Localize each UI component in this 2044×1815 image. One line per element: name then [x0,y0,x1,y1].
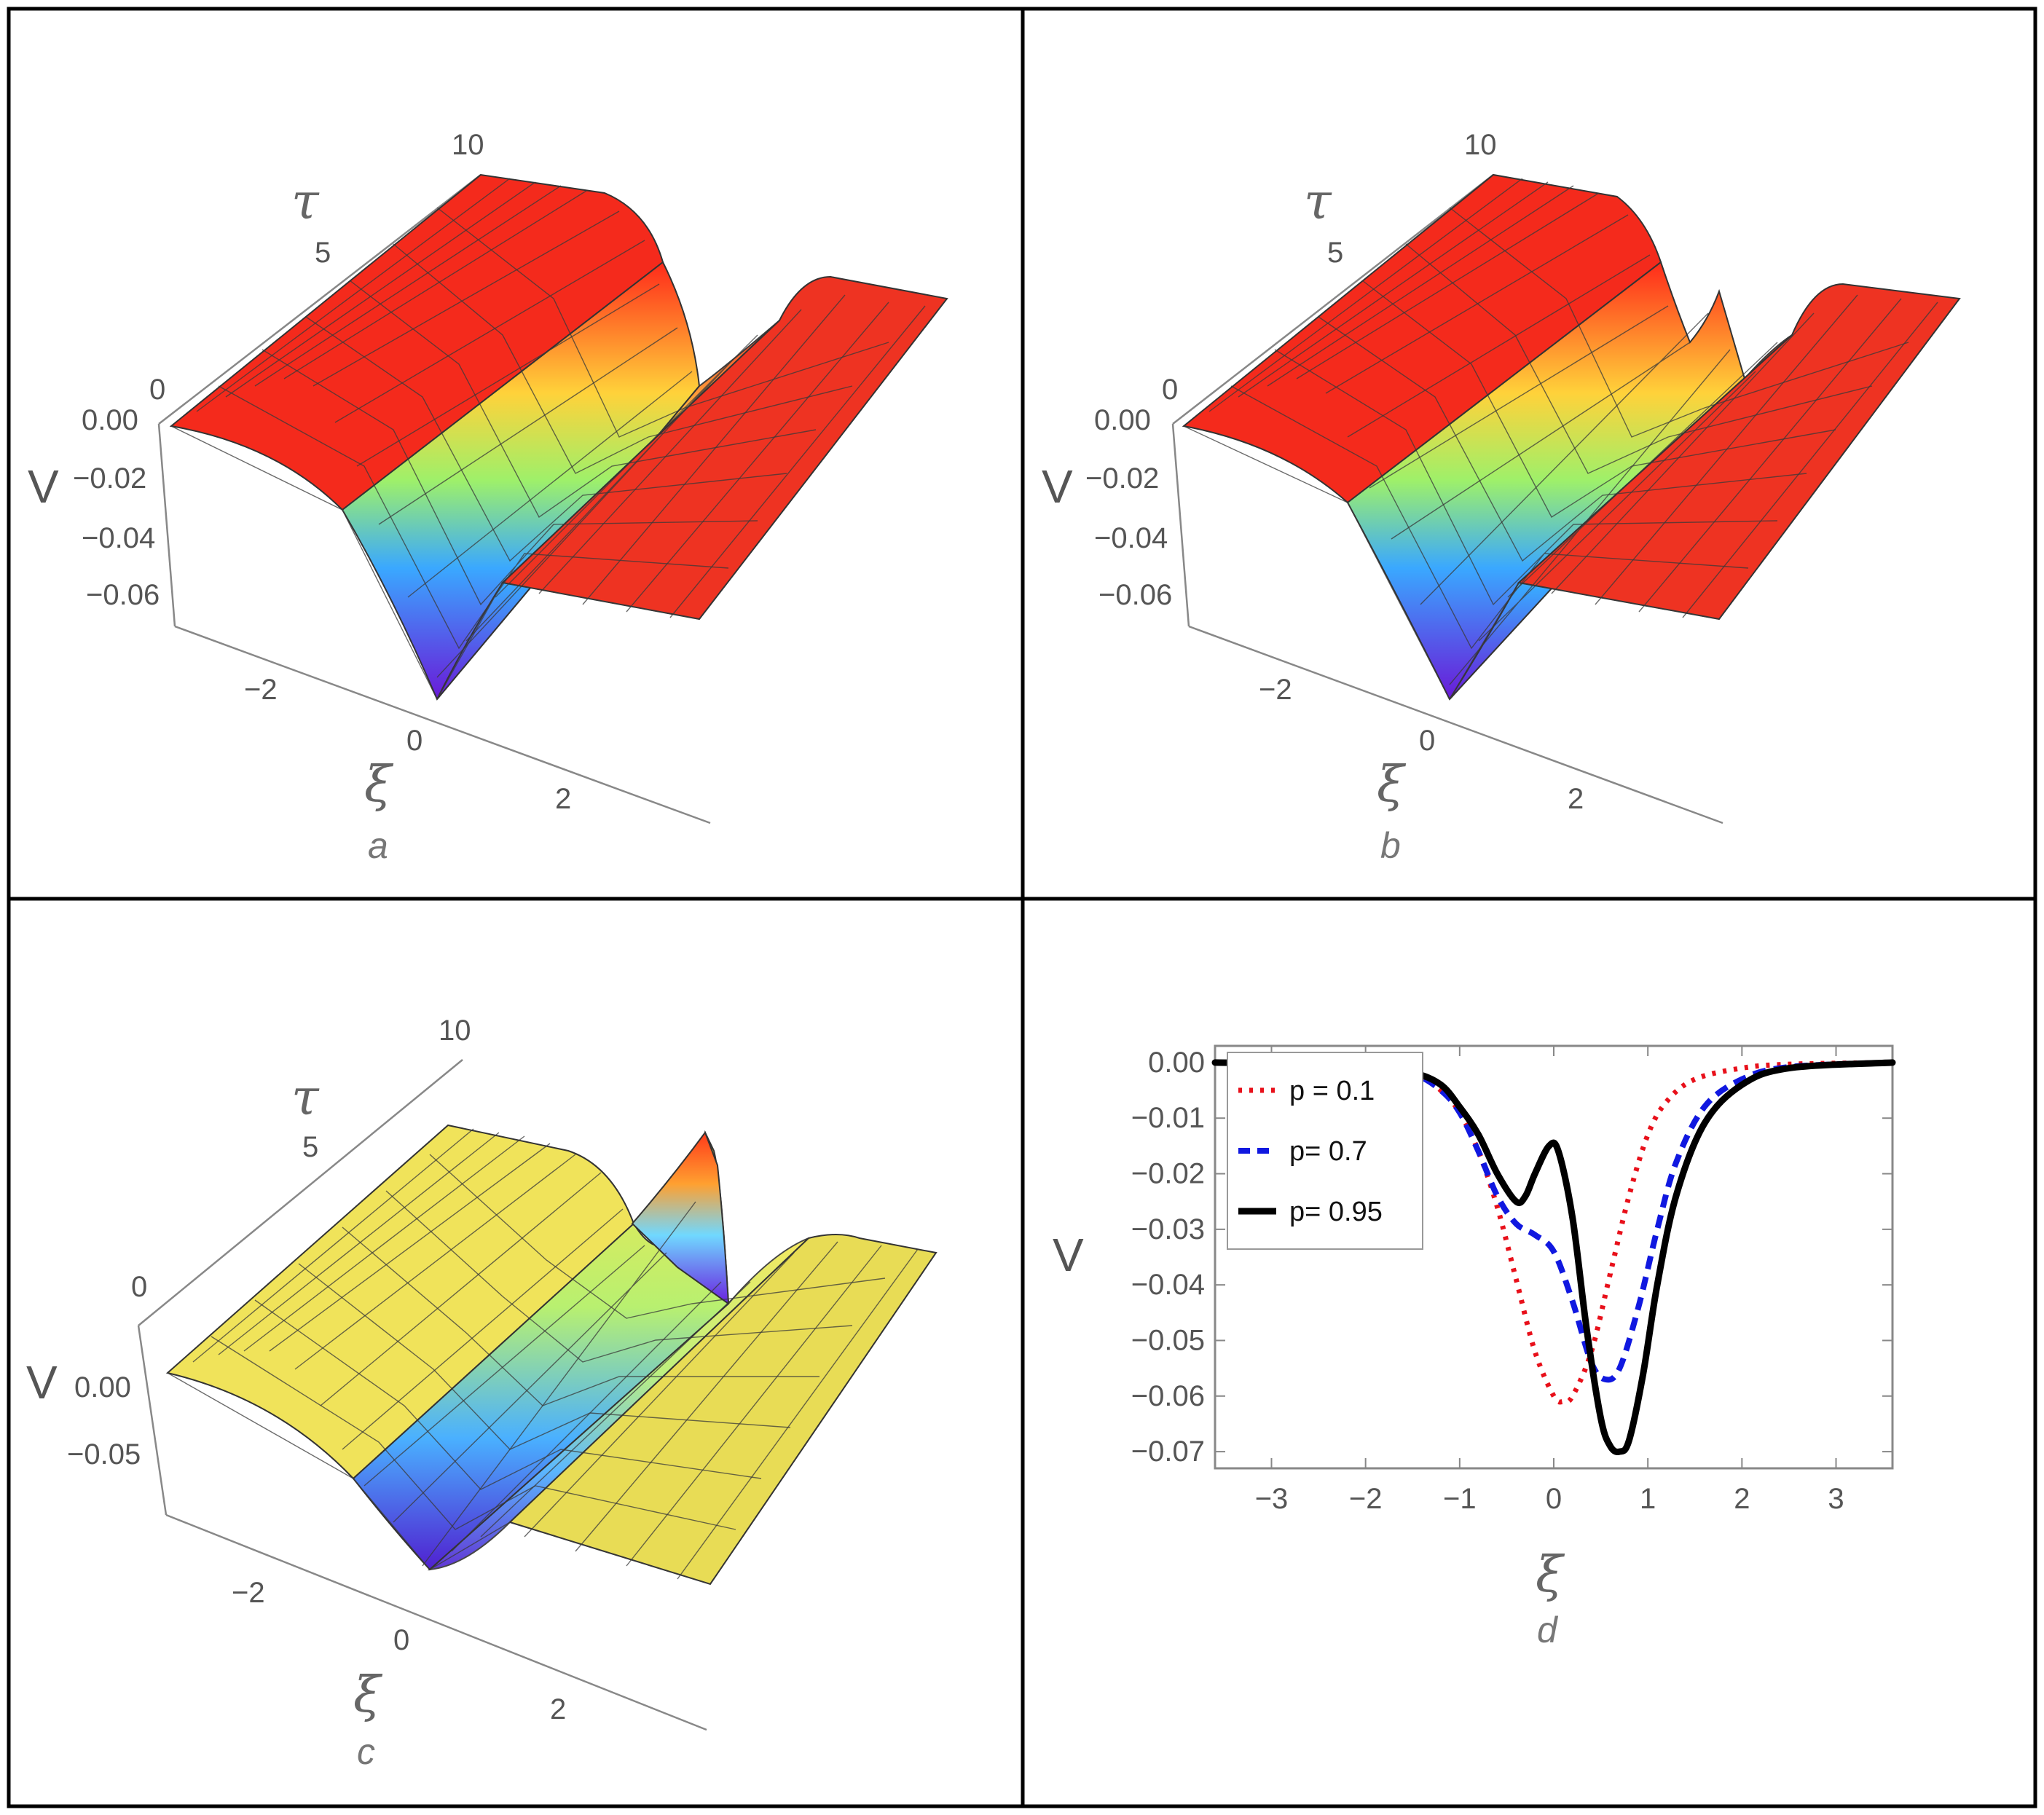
xi-axis-label: ξ [353,1666,383,1724]
y-tick-label: 0.00 [1148,1047,1205,1079]
panel-label-c: c [357,1731,375,1772]
series-lines [1211,1059,1896,1456]
v-tick-3: −0.06 [86,579,160,611]
tau-tick-0: 0 [149,374,165,406]
y-tick-label: −0.05 [1131,1324,1205,1356]
tau-tick-0: 0 [1162,374,1178,406]
v-axis-label: V [28,460,59,513]
tau-tick-10: 10 [1464,129,1497,161]
xi-axis-line [1188,625,1723,824]
xi-axis-label: ξ [1377,756,1407,814]
y-tick-label: −0.07 [1131,1436,1205,1468]
xi-tick-2: 2 [1568,783,1584,815]
xi-tick-2: 2 [550,1693,566,1725]
v-axis-label: V [1042,460,1073,513]
panel-label-b: b [1380,825,1401,866]
y-tick-label: −0.03 [1131,1213,1205,1245]
surface-left-plateau [165,1124,635,1480]
y-ticks: 0.00 −0.01 −0.02 −0.03 −0.04 −0.05 −0.06 −0.07 [1131,1047,1892,1468]
v-tick-2: −0.04 [82,522,155,554]
v-tick-3: −0.06 [1098,579,1172,611]
panel-b-surface-plot: 0.00 −0.02 −0.04 −0.06 V 0 5 10 τ −2 0 2… [1042,129,1961,866]
v-axis-label: V [26,1356,58,1409]
legend-label-p07: p= 0.7 [1289,1136,1367,1167]
panel-d-line-chart: 0.00−0.01−0.02−0.03−0.04−0.05−0.06−0.07 … [1053,1044,1896,1650]
surface-right-plateau [500,275,948,621]
tau-tick-5: 5 [315,237,331,269]
y-tick-label: −0.04 [1131,1269,1205,1301]
panel-c-surface-plot: 0.00 −0.05 V 0 5 10 τ −2 0 2 ξ c [26,1015,938,1772]
v-axis-line [157,423,176,627]
v-tick-1: −0.02 [73,462,146,495]
v-tick-0: 0.00 [74,1371,131,1403]
panel-label-d: d [1537,1610,1559,1650]
panel-a-surface-plot: 0.00 −0.02 −0.04 −0.06 V 0 5 10 τ −2 0 2… [28,129,948,866]
series-line-p095 [1211,1059,1896,1456]
x-tick-label: 3 [1828,1483,1844,1515]
tau-axis-line [138,1059,463,1326]
x-tick-label: −3 [1255,1483,1289,1515]
x-tick-label: 2 [1734,1483,1750,1515]
tau-axis-line [158,174,481,425]
xi-tick-neg2: −2 [1259,674,1292,706]
xi-tick-0: 0 [1419,725,1435,757]
xi-tick-0: 0 [393,1624,409,1656]
panel-label-a: a [368,825,388,866]
x-axis-label: ξ [1536,1546,1565,1604]
x-tick-label: −1 [1443,1483,1477,1515]
surface-mesh-b [1183,178,1938,701]
surface-right-plateau [1517,283,1961,621]
legend-label-p095: p= 0.95 [1289,1197,1383,1227]
tau-tick-5: 5 [1327,237,1343,269]
y-axis-label: V [1053,1229,1084,1281]
xi-axis-line [165,1513,707,1731]
y-tick-label: −0.02 [1131,1158,1205,1190]
tau-axis-line [1172,174,1494,425]
y-tick-label: −0.01 [1131,1102,1205,1134]
v-axis-line [1171,423,1190,627]
series-line-p01 [1214,1060,1893,1405]
xi-tick-2: 2 [555,783,571,815]
xi-tick-neg2: −2 [232,1577,265,1609]
surface-mesh-c [167,1128,919,1585]
v-tick-1: −0.02 [1085,462,1159,495]
xi-axis-line [174,625,711,824]
tau-axis-label: τ [291,1069,320,1127]
v-tick-0: 0.00 [1094,404,1151,436]
tau-axis-label: τ [1304,173,1332,231]
legend: p = 0.1 p= 0.7 p= 0.95 [1227,1052,1423,1250]
x-ticks: −3 −2 −1 0 1 2 3 [1255,1046,1844,1515]
tau-tick-0: 0 [131,1271,147,1303]
surface-ridge-peak [631,1130,730,1306]
x-tick-label: 1 [1640,1483,1656,1515]
v-axis-line [137,1325,168,1516]
tau-tick-10: 10 [439,1015,471,1047]
surface-right-plateau [508,1234,938,1586]
v-tick-0: 0.00 [82,404,138,436]
xi-axis-label: ξ [364,756,394,814]
xi-tick-0: 0 [406,725,422,757]
surface-mesh-a [170,178,926,701]
v-tick-2: −0.04 [1094,522,1168,554]
legend-label-p01: p = 0.1 [1289,1076,1375,1106]
tau-tick-5: 5 [302,1131,318,1163]
y-tick-label: −0.06 [1131,1380,1205,1412]
tau-tick-10: 10 [452,129,484,161]
v-tick-1: −0.05 [67,1438,141,1470]
x-tick-label: −2 [1349,1483,1383,1515]
x-tick-label: 0 [1546,1483,1562,1515]
tau-axis-label: τ [291,173,320,231]
xi-tick-neg2: −2 [244,674,278,706]
